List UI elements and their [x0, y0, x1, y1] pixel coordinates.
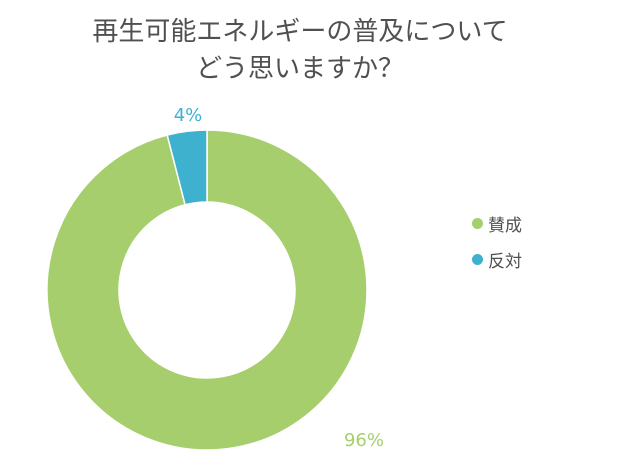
legend: 賛成 反対 [472, 205, 522, 277]
data-label-oppose: 4% [174, 105, 203, 126]
slice-oppose[interactable] [166, 129, 208, 206]
chart-title-line-2: どう思いますか？ [195, 54, 404, 84]
slice-approve[interactable] [46, 129, 368, 451]
legend-dot-approve [472, 217, 483, 229]
legend-item-oppose[interactable]: 反対 [472, 241, 522, 277]
chart-title: 再生可能エネルギーの普及について どう思いますか？ [0, 14, 600, 88]
legend-dot-oppose [472, 253, 483, 265]
legend-label-approve: 賛成 [488, 215, 522, 236]
legend-label-oppose: 反対 [488, 251, 522, 272]
data-label-approve: 96% [344, 430, 384, 451]
chart-title-line-1: 再生可能エネルギーの普及について [92, 17, 508, 47]
legend-item-approve[interactable]: 賛成 [472, 205, 522, 241]
